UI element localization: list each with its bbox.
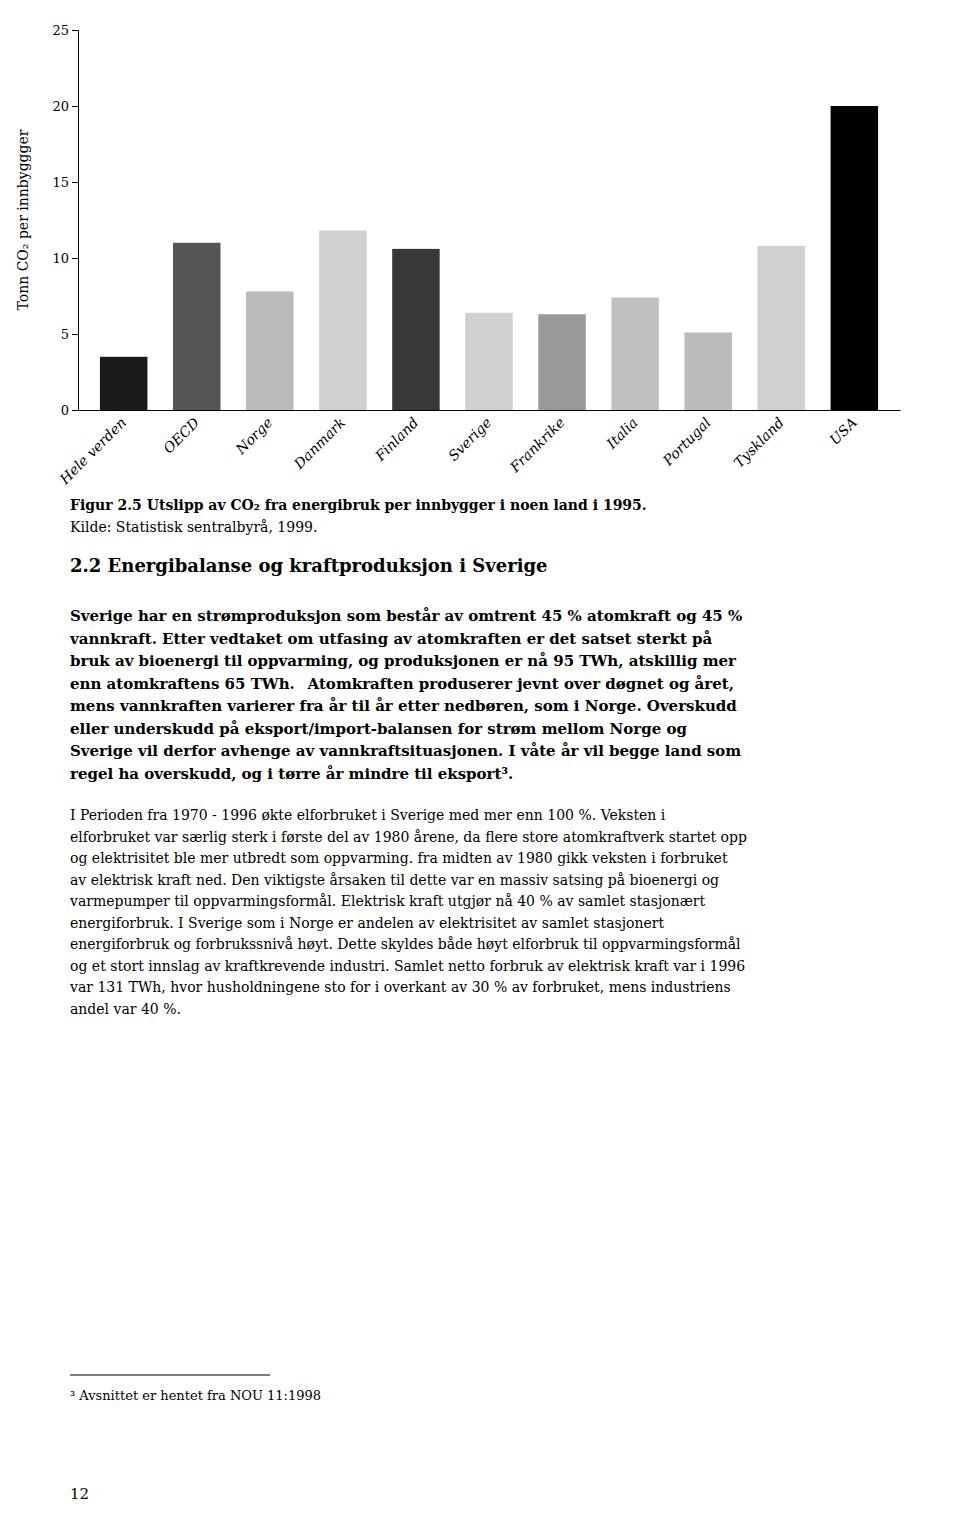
page-number: 12 <box>70 1485 89 1503</box>
bar <box>611 298 658 410</box>
bar <box>246 291 293 410</box>
x-tick-label: Frankrike <box>506 414 568 476</box>
y-tick-label: 20 <box>52 99 69 114</box>
y-axis-title: Tonn CO₂ per innbyggger <box>15 129 31 310</box>
x-tick: Frankrike <box>506 414 568 476</box>
paragraph-line: varmepumper til oppvarmingsformål. Elekt… <box>69 893 706 909</box>
y-tick-mark <box>72 258 78 259</box>
x-tick: Tyskland <box>730 414 786 470</box>
y-tick-mark <box>72 410 78 411</box>
bar <box>538 314 585 410</box>
paragraph-line: energiforbruk og forbrukssnivå høyt. Det… <box>70 936 741 952</box>
bar <box>319 231 366 410</box>
y-tick-mark <box>72 334 78 335</box>
section-heading: 2.2 Energibalanse og kraftproduksjon i S… <box>70 555 548 576</box>
bold-paragraph-line: vannkraft. Etter vedtaket om utfasing av… <box>69 630 713 648</box>
figure-source: Kilde: Statistisk sentralbyrå, 1999. <box>70 519 317 535</box>
x-tick: Finland <box>371 414 421 464</box>
y-axis: 0 5 10 15 20 25 <box>52 23 78 418</box>
paragraph-line: I Perioden fra 1970 - 1996 økte elforbru… <box>70 807 666 823</box>
paragraph-line: andel var 40 %. <box>70 1001 181 1017</box>
paragraph-line: og et stort innslag av kraftkrevende ind… <box>70 958 745 974</box>
x-tick-label: Finland <box>371 414 421 464</box>
paragraph-line: var 131 TWh, hvor husholdningene sto for… <box>69 979 731 995</box>
y-tick-mark <box>72 30 78 31</box>
y-tick: 5 <box>61 327 78 342</box>
chart: 0 5 10 15 20 25 Hele verden OECD Norge Danmark Fin… <box>15 23 901 488</box>
bar <box>758 246 805 410</box>
x-tick-label: USA <box>826 414 860 448</box>
x-axis-line <box>79 410 901 411</box>
y-tick-mark <box>72 106 78 107</box>
bar <box>831 106 878 410</box>
x-tick-label: Norge <box>232 414 276 458</box>
bold-paragraph-line: bruk av bioenergi til oppvarming, og pro… <box>70 652 737 670</box>
bar <box>465 313 512 410</box>
x-tick: USA <box>826 414 860 448</box>
y-axis-line <box>72 31 79 411</box>
paragraph-line: elforbruket var særlig sterk i første de… <box>70 829 747 845</box>
bold-paragraph-line: mens vannkraften varierer fra år til år … <box>70 697 737 715</box>
x-tick: Italia <box>603 414 641 452</box>
y-tick-label: 25 <box>52 23 69 38</box>
y-tick: 10 <box>52 251 78 266</box>
y-tick: 25 <box>52 23 78 38</box>
x-tick: Danmark <box>290 414 348 472</box>
y-tick-label: 0 <box>61 403 69 418</box>
y-tick: 15 <box>52 175 78 190</box>
bar <box>100 357 147 410</box>
x-tick: Hele verden <box>56 414 129 487</box>
y-tick: 0 <box>61 403 78 418</box>
y-tick-mark <box>72 182 78 183</box>
bold-paragraph-line: Sverige har en strømproduksjon som bestå… <box>70 607 742 625</box>
paragraph-line: energiforbruk. I Sverige som i Norge er … <box>70 915 664 931</box>
bold-paragraph-line: Sverige vil derfor avhenge av vannkrafts… <box>70 742 741 760</box>
x-tick-label: Tyskland <box>730 414 786 470</box>
x-tick-label: Hele verden <box>56 414 129 487</box>
bar <box>173 243 220 410</box>
bold-paragraph-line: eller underskudd på eksport/import-balan… <box>70 720 687 738</box>
x-axis: Hele verden OECD Norge Danmark Finland Sverig… <box>56 411 901 488</box>
x-tick-label: Sverige <box>445 414 495 464</box>
x-tick-label: Danmark <box>290 414 348 472</box>
bar <box>392 249 439 410</box>
footnote-rule <box>70 1375 270 1376</box>
x-tick-label: Italia <box>603 414 641 452</box>
y-tick-label: 15 <box>52 175 69 190</box>
paragraph-line: av elektrisk kraft ned. Den viktigste år… <box>70 872 719 888</box>
y-tick-label: 5 <box>61 327 69 342</box>
footnote: ³ Avsnittet er hentet fra NOU 11:1998 <box>70 1388 321 1403</box>
bold-paragraph-line: regel ha overskudd, og i tørre år mindre… <box>70 765 513 783</box>
y-tick-label: 10 <box>52 251 69 266</box>
x-tick: OECD <box>160 414 202 456</box>
figure-caption: Figur 2.5 Utslipp av CO₂ fra energibruk … <box>70 497 647 513</box>
x-tick: Portugal <box>659 414 714 469</box>
y-tick: 20 <box>52 99 78 114</box>
x-tick: Norge <box>232 414 276 458</box>
x-tick-label: Portugal <box>659 414 714 469</box>
bars <box>100 106 878 410</box>
bar <box>684 332 731 410</box>
page: 0 5 10 15 20 25 Hele verden OECD Norge Danmark Fin… <box>0 0 960 1524</box>
x-tick: Sverige <box>445 414 495 464</box>
x-tick-label: OECD <box>160 414 202 456</box>
paragraph-line: og elektrisitet ble mer utbredt som oppv… <box>70 850 728 866</box>
bold-paragraph-line: enn atomkraftens 65 TWh. Atomkraften pro… <box>70 675 734 693</box>
